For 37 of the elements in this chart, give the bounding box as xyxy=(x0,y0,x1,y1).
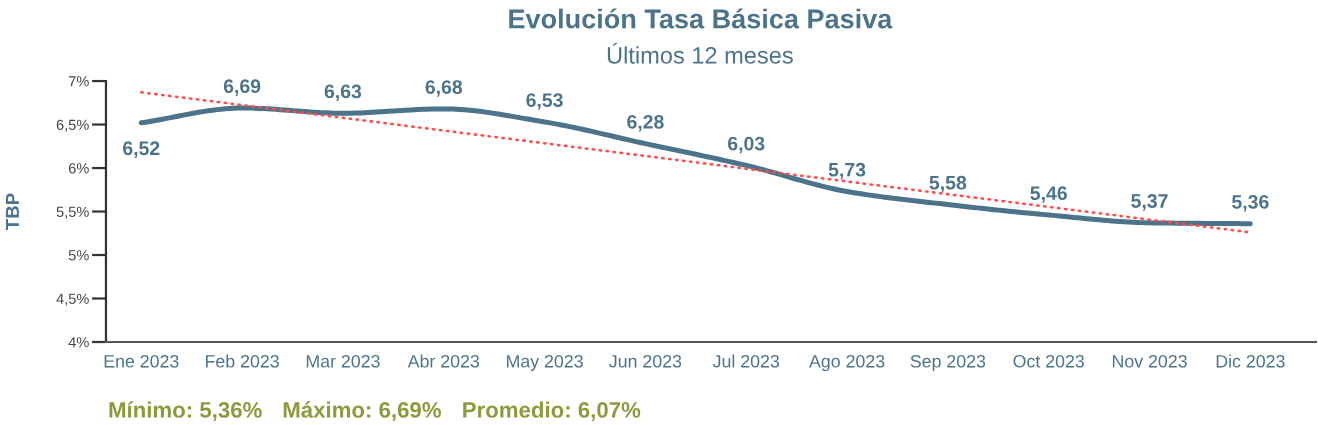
x-tick-label: Nov 2023 xyxy=(1112,354,1187,368)
x-tick-label: Mar 2023 xyxy=(306,354,380,368)
x-tick-label: Dic 2023 xyxy=(1216,354,1285,368)
chart-subtitle: Últimos 12 meses xyxy=(607,43,793,64)
y-axis-title: TBP xyxy=(5,193,19,231)
y-tick-label: 5,5% xyxy=(56,206,89,219)
data-label: 6,52 xyxy=(123,141,160,158)
data-label: 6,63 xyxy=(324,84,362,102)
x-tick-label: Ene 2023 xyxy=(104,354,179,368)
y-tick-label: 4% xyxy=(68,337,89,348)
x-tick-label: Sep 2023 xyxy=(910,354,986,372)
x-tick-label: May 2023 xyxy=(506,354,583,372)
x-tick-label: Jun 2023 xyxy=(609,354,682,368)
data-label: 6,28 xyxy=(627,114,664,132)
x-tick-label: Jul 2023 xyxy=(712,354,780,368)
x-tick-label: Feb 2023 xyxy=(205,354,279,368)
y-tick-label: 6,5% xyxy=(56,119,89,132)
data-label: 5,46 xyxy=(1030,186,1067,203)
y-tick-label: 5% xyxy=(68,250,89,261)
data-label: 5,58 xyxy=(929,175,967,193)
text: Promedio: 6,07% xyxy=(463,401,641,422)
x-tick-label: Oct 2023 xyxy=(1013,354,1084,368)
y-tick-label: 6% xyxy=(68,163,89,174)
data-label: 6,69 xyxy=(223,79,261,96)
text: Mínimo: 5,36% xyxy=(109,401,262,422)
data-label: 5,73 xyxy=(828,162,866,180)
x-tick-label: Ago 2023 xyxy=(809,354,885,372)
y-tick-label: 7% xyxy=(68,76,89,87)
text: Máximo: 6,69% xyxy=(283,401,441,422)
chart-title: Evolución Tasa Básica Pasiva xyxy=(509,8,893,29)
data-label: 6,53 xyxy=(526,93,563,110)
data-label: 5,36 xyxy=(1232,194,1269,212)
data-label: 6,68 xyxy=(425,80,463,97)
x-tick-label: Abr 2023 xyxy=(407,354,480,368)
y-tick-label: 4,5% xyxy=(56,293,89,306)
data-label: 6,03 xyxy=(728,136,765,154)
data-label: 5,37 xyxy=(1131,194,1168,211)
